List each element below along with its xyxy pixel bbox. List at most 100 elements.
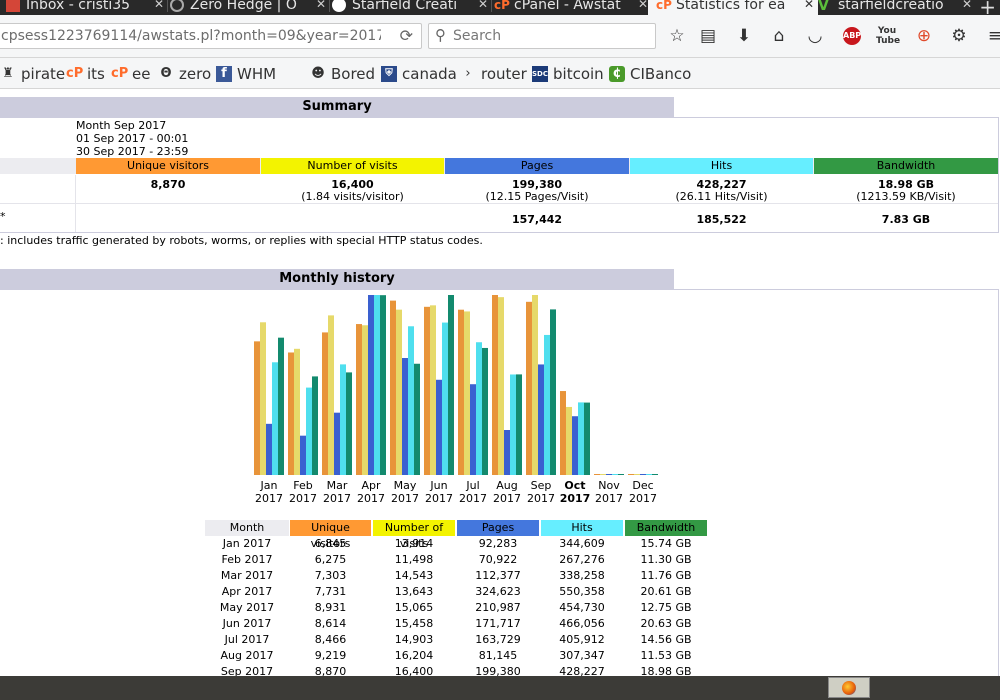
table-cell-hits: 550,358 (559, 585, 605, 598)
tab-starfield[interactable]: Starfield Creati ✕ (326, 0, 492, 15)
bookmark-ee[interactable]: cP ee (111, 65, 150, 83)
adblock-icon[interactable]: ABP (843, 27, 861, 45)
reload-icon[interactable]: ⟳ (399, 26, 413, 45)
bar-feb-series-1 (288, 352, 294, 475)
bookmark-canada[interactable]: ⛨ canada (381, 65, 457, 83)
table-header-pages: Pages (457, 520, 539, 536)
table-cell-month: Aug 2017 (220, 649, 274, 662)
chart-year-label: 2017 (323, 492, 351, 505)
bar-nov-series-5 (618, 474, 624, 475)
youtube-icon[interactable]: You Tube (876, 26, 901, 46)
firefox-icon (842, 681, 856, 695)
bookmark-label: bitcoin (553, 65, 604, 83)
pocket-icon[interactable]: ◡ (807, 26, 823, 46)
not-viewed-bandwidth: 7.83 GB (881, 213, 931, 226)
table-cell-hits: 267,276 (559, 553, 605, 566)
url-bar[interactable]: cpsess1223769114/awstats.pl?month=09&yea… (0, 23, 422, 49)
chevron-icon: › (465, 66, 471, 81)
zerohedge-icon: Θ (160, 66, 172, 81)
table-cell-unique-visitors: 8,614 (314, 617, 347, 630)
bar-mar-series-4 (340, 364, 346, 475)
bookmark-its[interactable]: cP its (66, 65, 105, 83)
bar-jun-series-1 (424, 306, 430, 475)
chart-year-label: 2017 (391, 492, 419, 505)
bar-sep-series-4 (544, 334, 550, 475)
chart-month-label: Dec (632, 479, 654, 492)
chart-year-label: 2017 (527, 492, 555, 505)
chart-month-label: Feb (293, 479, 313, 492)
table-cell-unique-visitors: 7,303 (314, 569, 347, 582)
bar-aug-series-2 (498, 297, 504, 475)
tab-inbox[interactable]: Inbox - cristi35 ✕ (0, 0, 168, 15)
hits-per-visit: (26.11 Hits/Visit) (675, 190, 768, 203)
panda-icon (332, 0, 346, 12)
bookmark-cibanco[interactable]: ¢ CIBanco (609, 65, 691, 83)
chart-month-label: Aug (496, 479, 518, 492)
vine-icon: V (818, 0, 829, 14)
close-icon[interactable]: ✕ (153, 0, 164, 11)
bar-oct-series-2 (566, 406, 572, 475)
bookmark-label: pirate (21, 65, 66, 83)
firefox-taskbar-button[interactable] (828, 677, 870, 698)
table-cell-bandwidth: 11.53 GB (640, 649, 692, 662)
tab-zerohedge[interactable]: Zero Hedge | O ✕ (164, 0, 330, 15)
bar-dec-series-5 (652, 474, 658, 475)
pirate-icon: ♜ (2, 66, 14, 81)
bar-jan-series-5 (278, 337, 284, 475)
table-cell-visits: 14,903 (394, 633, 434, 646)
table-cell-pages: 70,922 (478, 553, 518, 566)
menu-icon[interactable]: ≡ (987, 26, 1000, 46)
bookmark-router[interactable]: › router (460, 65, 526, 83)
home-icon[interactable]: ⌂ (773, 26, 785, 46)
summary-not-viewed-row: * 157,442 185,522 7.83 GB (0, 204, 998, 232)
bar-dec-series-4 (646, 474, 652, 475)
table-cell-month: Jun 2017 (222, 617, 272, 630)
new-tab-button[interactable]: + (979, 0, 996, 15)
monthly-history-box (0, 289, 999, 676)
bookmark-bored[interactable]: ☻ Bored (310, 65, 375, 83)
url-text: cpsess1223769114/awstats.pl?month=09&yea… (1, 28, 381, 44)
bar-jan-series-4 (272, 362, 278, 475)
bar-jul-series-4 (476, 342, 482, 475)
hits-header: Hits (630, 158, 813, 174)
tab-starfieldcreatio[interactable]: V starfieldcreatio ✕ (812, 0, 976, 15)
close-icon[interactable]: ✕ (961, 0, 972, 11)
table-cell-hits: 344,609 (559, 537, 605, 550)
bookmark-bitcoin[interactable]: SDC bitcoin (532, 65, 604, 83)
summary-title: Summary (0, 97, 674, 117)
tab-cpanel[interactable]: cP cPanel - Awstat ✕ (488, 0, 652, 15)
lifebuoy-icon[interactable]: ⊕ (916, 26, 932, 46)
reader-list-icon[interactable]: ▤ (699, 26, 717, 46)
bookmark-whm[interactable]: f WHM (216, 65, 276, 83)
bar-may-series-4 (408, 326, 414, 475)
table-cell-visits: 13,914 (394, 537, 434, 550)
close-icon[interactable]: ✕ (803, 0, 814, 11)
bookmark-pirate[interactable]: ♜ pirate (0, 65, 65, 83)
close-icon[interactable]: ✕ (637, 0, 648, 11)
network-icon[interactable]: ⚙ (951, 26, 967, 46)
close-icon[interactable]: ✕ (477, 0, 488, 11)
hits-value: 428,227 (696, 178, 747, 191)
table-cell-bandwidth: 12.75 GB (640, 601, 692, 614)
summary-footnote: : includes traffic generated by robots, … (0, 234, 483, 247)
table-cell-pages: 81,145 (478, 649, 518, 662)
bar-feb-series-5 (312, 376, 318, 475)
bar-apr-series-3 (368, 295, 374, 475)
bookmark-label: ee (132, 65, 151, 83)
table-header-hits: Hits (541, 520, 623, 536)
close-icon[interactable]: ✕ (315, 0, 326, 11)
star-icon[interactable]: ☆ (669, 26, 685, 46)
search-input[interactable]: ⚲ Search (428, 23, 656, 49)
table-cell-pages: 210,987 (475, 601, 521, 614)
table-cell-bandwidth: 14.56 GB (640, 633, 692, 646)
table-cell-month: Jan 2017 (222, 537, 272, 550)
table-cell-unique-visitors: 8,466 (314, 633, 347, 646)
tab-statistics[interactable]: cP Statistics for ea ✕ (648, 0, 818, 15)
download-icon[interactable]: ⬇ (736, 26, 752, 46)
table-cell-unique-visitors: 8,870 (314, 665, 347, 676)
table-cell-visits: 14,543 (394, 569, 434, 582)
chart-month-label: Oct (564, 479, 586, 492)
first-visit: 01 Sep 2017 - 00:01 (76, 132, 189, 145)
bar-oct-series-1 (560, 391, 566, 475)
